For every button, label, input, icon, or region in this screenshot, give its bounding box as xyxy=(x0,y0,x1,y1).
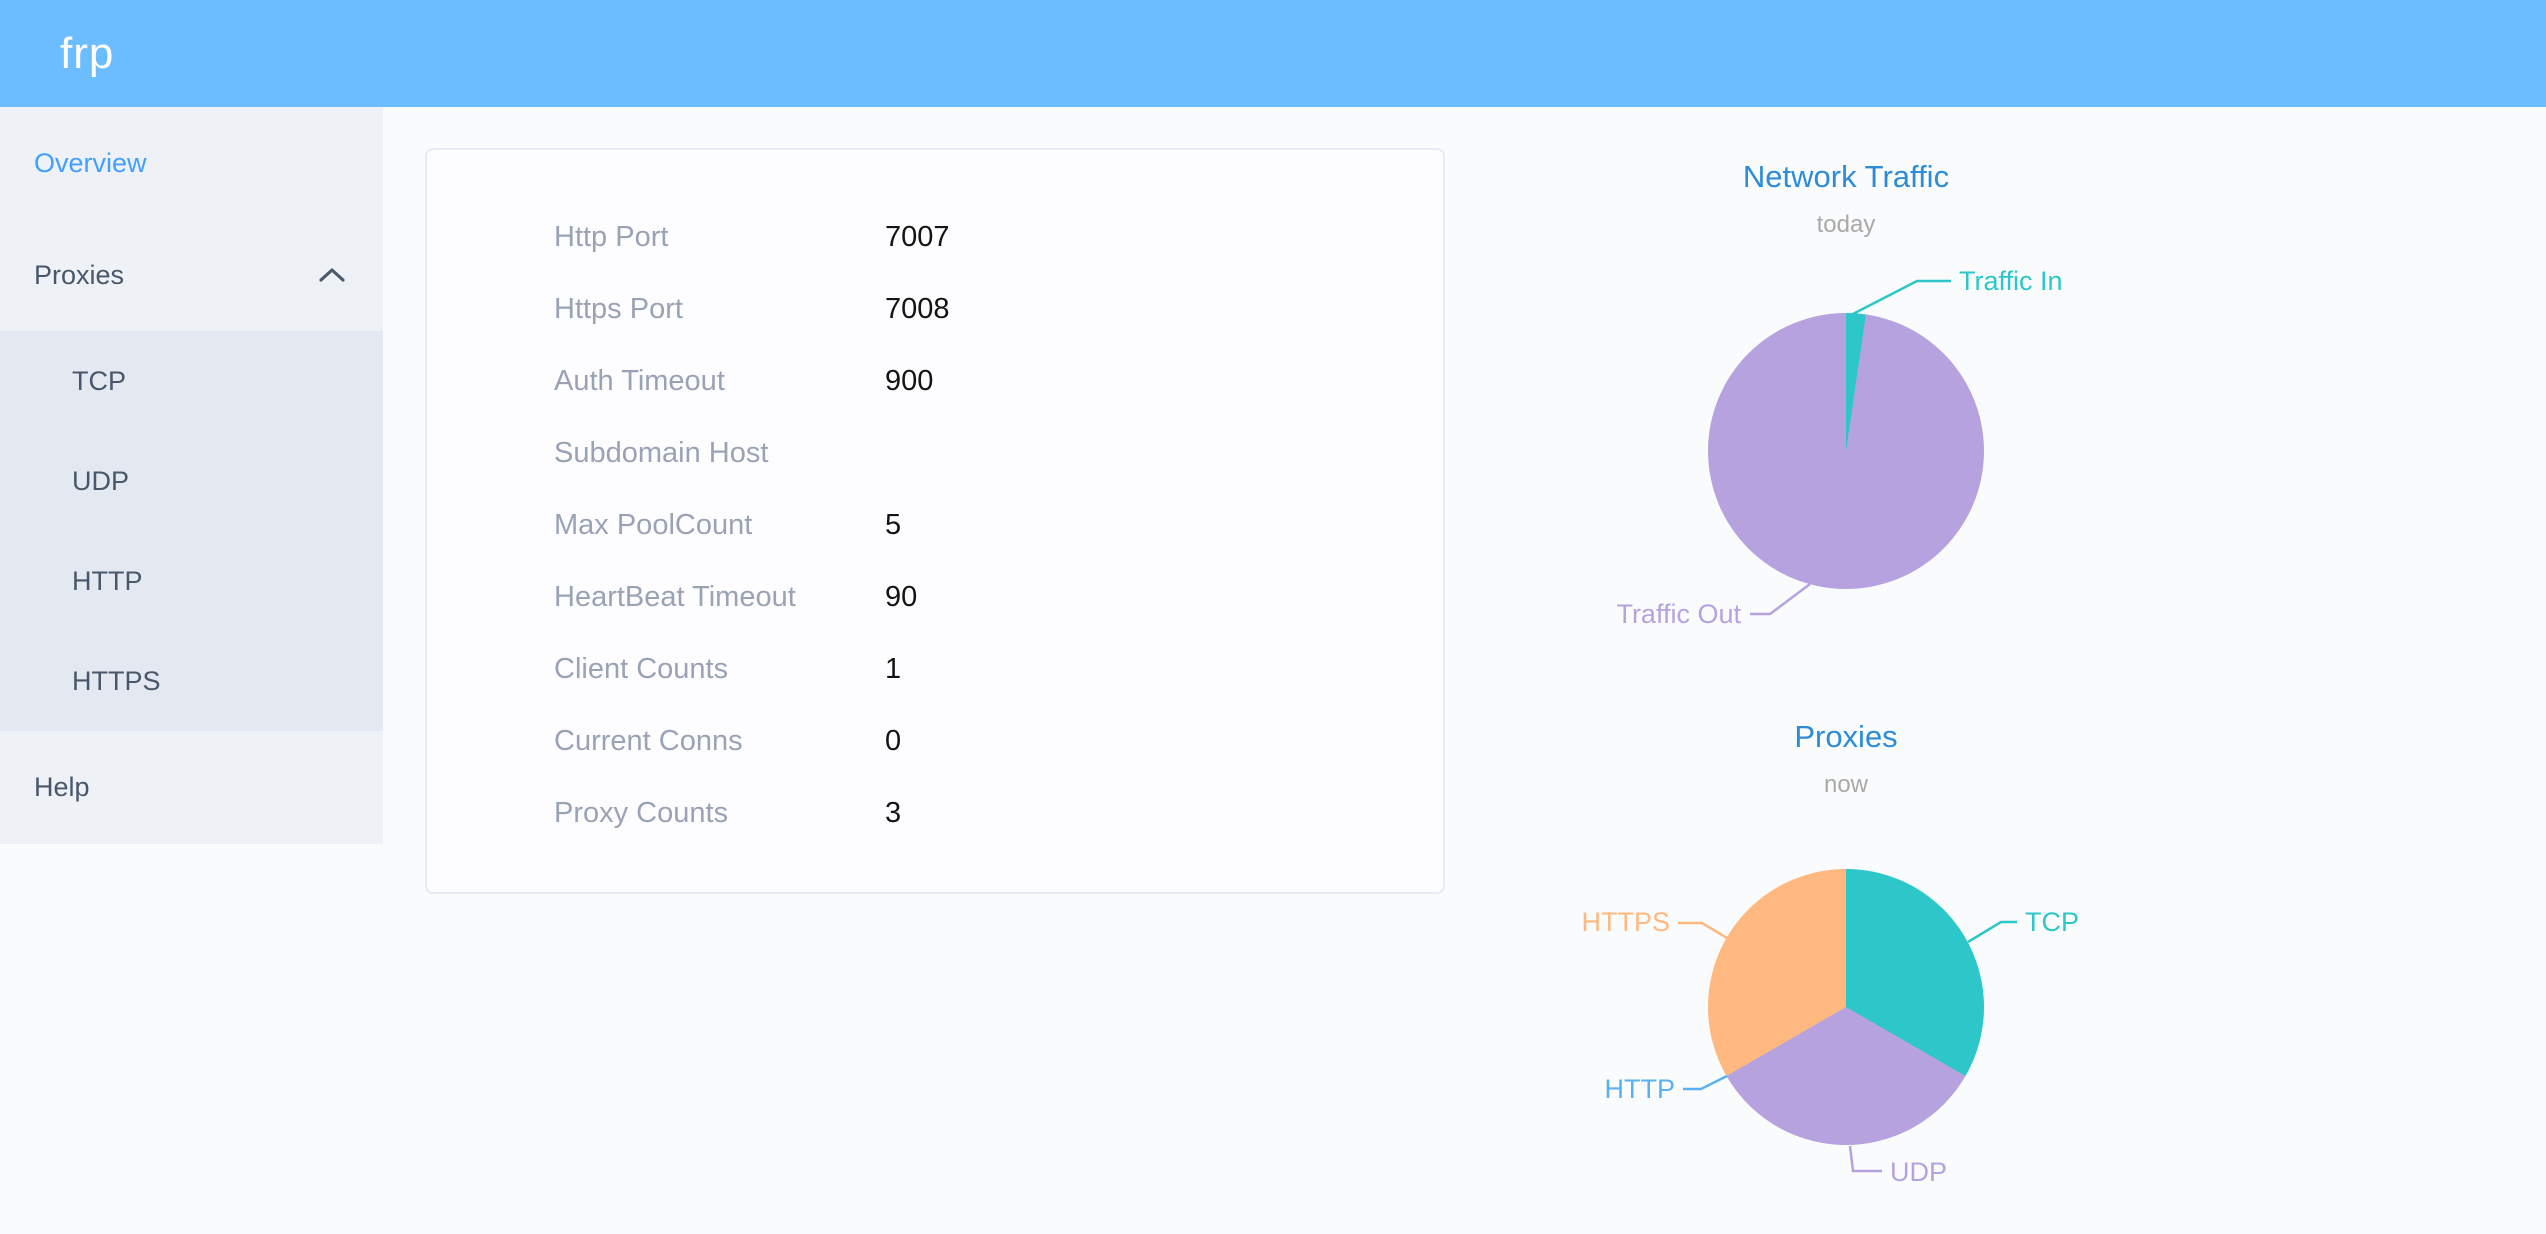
sidebar-item-https[interactable]: HTTPS xyxy=(0,631,383,731)
sidebar-item-label: HTTP xyxy=(72,566,143,596)
server-info-value: 1 xyxy=(885,653,902,685)
server-info-value: 90 xyxy=(885,581,918,613)
server-info-row: Proxy Counts 3 xyxy=(427,777,1443,849)
sidebar-item-http[interactable]: HTTP xyxy=(0,531,383,631)
sidebar-item-help[interactable]: Help xyxy=(0,731,383,844)
sidebar-item-proxies[interactable]: Proxies xyxy=(0,219,383,331)
proxies-submenu: TCP UDP HTTP HTTPS xyxy=(0,331,383,731)
proxies-subtitle: now xyxy=(1823,771,1869,798)
server-info-label: Current Conns xyxy=(554,725,743,757)
server-info-label: Auth Timeout xyxy=(554,365,725,397)
chevron-up-icon xyxy=(319,268,345,282)
server-info-label: HeartBeat Timeout xyxy=(554,581,796,613)
server-info-row: Max PoolCount 5 xyxy=(427,489,1443,561)
server-info-row: HeartBeat Timeout 90 xyxy=(427,561,1443,633)
sidebar-item-overview[interactable]: Overview xyxy=(0,107,383,219)
traffic-out-callout-line xyxy=(1750,583,1811,616)
app-header: frp xyxy=(0,0,2546,107)
sidebar-item-label: HTTPS xyxy=(72,666,161,696)
network-traffic-title: Network Traffic xyxy=(1742,159,1950,194)
network-traffic-pie-chart[interactable] xyxy=(1708,313,1984,589)
proxies-title: Proxies xyxy=(1794,719,1898,754)
sidebar-item-label: Help xyxy=(34,772,90,802)
tcp-label: TCP xyxy=(2025,907,2079,937)
server-info-list: Http Port 7007 Https Port 7008 Auth Time… xyxy=(427,201,1443,849)
sidebar-item-udp[interactable]: UDP xyxy=(0,431,383,531)
sidebar: Overview Proxies TCP UDP HTTP HTTPS Help xyxy=(0,107,383,844)
server-info-row: Auth Timeout 900 xyxy=(427,345,1443,417)
https-label: HTTPS xyxy=(1581,907,1670,937)
traffic-in-callout-line xyxy=(1848,279,1951,318)
server-info-row: Https Port 7008 xyxy=(427,273,1443,345)
proxies-pie-chart[interactable] xyxy=(1708,869,1984,1145)
server-info-row: Current Conns 0 xyxy=(427,705,1443,777)
server-info-value: 900 xyxy=(885,365,934,397)
https-callout-line xyxy=(1678,921,1728,940)
server-info-row: Subdomain Host xyxy=(427,417,1443,489)
sidebar-item-label: UDP xyxy=(72,466,130,496)
server-info-row: Client Counts 1 xyxy=(427,633,1443,705)
udp-callout-line xyxy=(1848,1145,1882,1173)
sidebar-item-label: Proxies xyxy=(34,260,125,290)
server-info-label: Https Port xyxy=(554,293,683,325)
server-info-row: Http Port 7007 xyxy=(427,201,1443,273)
server-info-value: 3 xyxy=(885,797,902,829)
network-traffic-subtitle: today xyxy=(1816,211,1876,238)
server-info-card: Http Port 7007 Https Port 7008 Auth Time… xyxy=(425,148,1445,894)
server-info-label: Http Port xyxy=(554,221,669,253)
server-info-label: Client Counts xyxy=(554,653,729,685)
tcp-callout-line xyxy=(1967,920,2017,944)
server-info-label: Subdomain Host xyxy=(554,437,769,469)
app-logo: frp xyxy=(60,29,115,78)
sidebar-item-label: Overview xyxy=(34,148,147,178)
server-info-value: 0 xyxy=(885,725,902,757)
udp-label: UDP xyxy=(1890,1157,1948,1187)
server-info-value: 7008 xyxy=(885,293,950,325)
sidebar-item-tcp[interactable]: TCP xyxy=(0,331,383,431)
server-info-label: Max PoolCount xyxy=(554,509,753,541)
server-info-value: 5 xyxy=(885,509,902,541)
traffic-out-label: Traffic Out xyxy=(1616,599,1741,629)
server-info-label: Proxy Counts xyxy=(554,797,729,829)
http-callout-line xyxy=(1683,1074,1728,1091)
http-label: HTTP xyxy=(1604,1074,1676,1104)
server-info-value: 7007 xyxy=(885,221,950,253)
traffic-in-label: Traffic In xyxy=(1959,266,2063,296)
sidebar-item-label: TCP xyxy=(72,366,126,396)
